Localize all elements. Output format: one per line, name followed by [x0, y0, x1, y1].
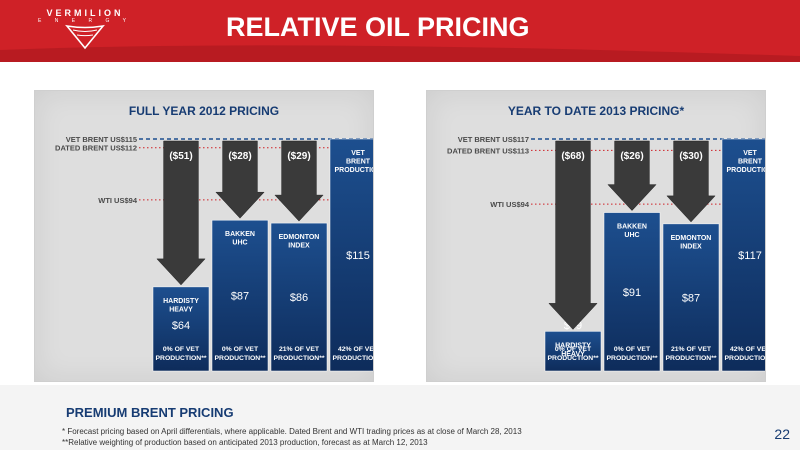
reference-line-label: VET BRENT US$117 [458, 135, 529, 144]
bar [721, 138, 765, 372]
differential-arrow [215, 140, 265, 219]
page-number: 22 [774, 426, 790, 442]
bar-name-label: HARDISTY HEAVY [163, 298, 199, 314]
bar [211, 219, 269, 372]
logo-name: VERMILION [46, 8, 124, 18]
bar-name-label: BAKKEN UHC [225, 231, 255, 247]
differential-arrow [666, 140, 716, 223]
company-logo: VERMILION E N E R G Y [10, 6, 160, 56]
reference-line-label: DATED BRENT US$113 [447, 146, 529, 155]
bar-value-label: $115 [346, 250, 370, 262]
bar [270, 222, 328, 372]
chart-title: FULL YEAR 2012 PRICING [129, 104, 279, 118]
chart-title: YEAR TO DATE 2013 PRICING* [508, 104, 685, 118]
footnote-1: * Forecast pricing based on April differ… [62, 427, 522, 436]
bar-weight-label: 0% OF VET PRODUCTION** [215, 346, 266, 362]
differential-label: ($68) [561, 151, 584, 162]
logo-sub: E N E R G Y [38, 18, 132, 24]
premium-heading: PREMIUM BRENT PRICING [66, 405, 234, 420]
differential-arrow [548, 140, 598, 330]
bar [662, 223, 720, 372]
differential-arrow [156, 140, 206, 286]
header-swoosh [0, 45, 800, 62]
bar-weight-label: 0% OF VET PRODUCTION** [548, 346, 599, 362]
differential-label: ($26) [620, 151, 643, 162]
bar-weight-label: 21% OF VET PRODUCTION** [274, 346, 325, 362]
bar-name-label: VETBRENTPRODUCTION [726, 150, 765, 174]
bar-name-label: EDMONTON INDEX [671, 235, 712, 251]
bar-weight-label: 0% OF VET PRODUCTION** [607, 346, 658, 362]
footer-band [0, 385, 800, 450]
bar-name-label: BAKKEN UHC [617, 224, 647, 240]
bar-value-label: $117 [738, 250, 762, 262]
bar-value-label: $91 [623, 287, 641, 299]
bar-name-label: EDMONTON INDEX [279, 234, 320, 250]
bar-value-label: $64 [172, 320, 190, 332]
bar-name-label: VETBRENTPRODUCTION [334, 150, 373, 174]
bar [544, 331, 602, 372]
bar [329, 138, 373, 372]
differential-label: ($51) [169, 151, 192, 162]
reference-line-label: DATED BRENT US$112 [55, 144, 137, 153]
bar-weight-label: 21% OF VET PRODUCTION** [666, 346, 717, 362]
reference-line-label: WTI US$94 [98, 196, 138, 205]
header-bar: VERMILION E N E R G Y RELATIVE OIL PRICI… [0, 0, 800, 62]
differential-arrow [607, 140, 657, 211]
logo-mark-icon [65, 24, 105, 50]
bar-value-label: $86 [290, 292, 308, 304]
bar [152, 286, 210, 372]
chart-panel-2013: YEAR TO DATE 2013 PRICING* VET BRENT US$1… [426, 90, 766, 382]
page-title: RELATIVE OIL PRICING [226, 12, 530, 42]
reference-line-label: WTI US$94 [490, 200, 530, 209]
differential-label: ($28) [228, 151, 251, 162]
bar-weight-label: 0% OF VET PRODUCTION** [156, 346, 207, 362]
chart-panel-2012: FULL YEAR 2012 PRICING VET BRENT US$115 DA… [34, 90, 374, 382]
bar-value-label: $87 [682, 292, 700, 304]
differential-label: ($29) [287, 151, 310, 162]
bar [603, 212, 661, 372]
footnote-2: **Relative weighting of production based… [62, 438, 428, 447]
bar-name-label: HARDISTY HEAVY [555, 342, 591, 358]
differential-arrow [274, 140, 324, 222]
chart-2013: YEAR TO DATE 2013 PRICING* VET BRENT US$1… [447, 104, 765, 372]
bar-value-label: $87 [231, 291, 249, 303]
differential-label: ($30) [679, 151, 702, 162]
reference-line-label: VET BRENT US$115 [66, 135, 137, 144]
chart-2012: FULL YEAR 2012 PRICING VET BRENT US$115DA… [55, 104, 373, 372]
